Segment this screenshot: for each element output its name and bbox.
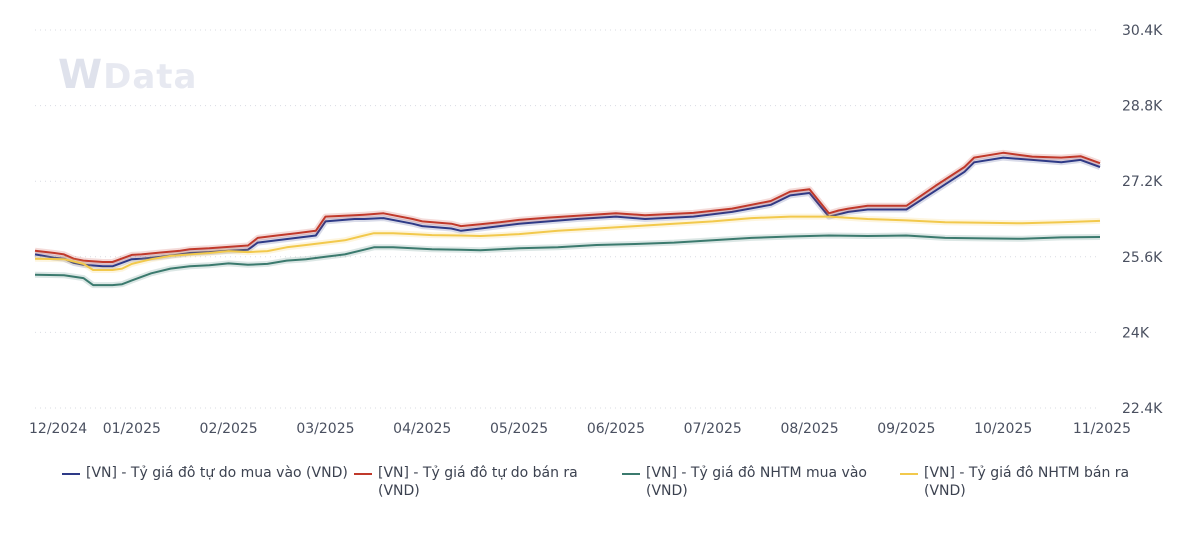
series-line-0[interactable]	[34, 156, 1101, 268]
legend-item-free-buy[interactable]: [VN] - Tỷ giá đô tự do mua vào (VND)	[62, 464, 354, 500]
x-tick-label: 08/2025	[780, 421, 838, 437]
x-axis-ticks: 12/2024 01/2025 02/2025 03/2025 04/2025 05/20…	[29, 421, 1131, 437]
legend-swatch	[62, 473, 80, 475]
x-tick-label: 06/2025	[587, 421, 645, 437]
y-tick-label: 27.2K	[1122, 174, 1163, 190]
x-tick-label: 12/2024	[29, 421, 87, 437]
x-tick-label: 01/2025	[103, 421, 161, 437]
x-tick-label: 04/2025	[393, 421, 451, 437]
legend-label: [VN] - Tỷ giá đô tự do mua vào (VND)	[86, 465, 348, 481]
x-tick-label: 10/2025	[974, 421, 1032, 437]
legend-item-bank-buy[interactable]: [VN] - Tỷ giá đô NHTM mua vào (VND)	[622, 464, 900, 500]
y-tick-label: 22.4K	[1122, 401, 1163, 417]
legend-label: [VN] - Tỷ giá đô NHTM bán ra (VND)	[924, 465, 1130, 499]
y-axis-ticks: 22.4K 24K 25.6K 27.2K 28.8K 30.4K	[1122, 23, 1163, 417]
x-tick-label: 09/2025	[877, 421, 935, 437]
legend-item-bank-sell[interactable]: [VN] - Tỷ giá đô NHTM bán ra (VND)	[900, 464, 1140, 500]
x-tick-label: 03/2025	[296, 421, 354, 437]
legend-item-free-sell[interactable]: [VN] - Tỷ giá đô tự do bán ra (VND)	[354, 464, 622, 500]
y-tick-label: 24K	[1122, 325, 1150, 341]
watermark-w: W	[58, 52, 104, 98]
x-tick-label: 02/2025	[200, 421, 258, 437]
series-line-3[interactable]	[34, 215, 1101, 271]
legend: [VN] - Tỷ giá đô tự do mua vào (VND) [VN…	[62, 464, 1162, 500]
legend-swatch	[354, 473, 372, 475]
watermark-logo: WData	[58, 52, 198, 98]
y-tick-label: 30.4K	[1122, 23, 1163, 39]
legend-swatch	[900, 473, 918, 475]
x-tick-label: 11/2025	[1073, 421, 1131, 437]
series-line-shadow	[34, 213, 1101, 273]
series-line-shadow	[34, 232, 1101, 289]
series-lines	[34, 149, 1102, 289]
series-line-2[interactable]	[34, 234, 1101, 287]
legend-label: [VN] - Tỷ giá đô NHTM mua vào (VND)	[646, 465, 867, 499]
x-tick-label: 07/2025	[684, 421, 742, 437]
y-tick-label: 28.8K	[1122, 99, 1163, 115]
legend-swatch	[622, 473, 640, 475]
legend-label: [VN] - Tỷ giá đô tự do bán ra (VND)	[378, 465, 578, 499]
x-tick-label: 05/2025	[490, 421, 548, 437]
watermark-text: Data	[103, 57, 198, 97]
y-tick-label: 25.6K	[1122, 250, 1163, 266]
series-line-1[interactable]	[34, 151, 1101, 263]
